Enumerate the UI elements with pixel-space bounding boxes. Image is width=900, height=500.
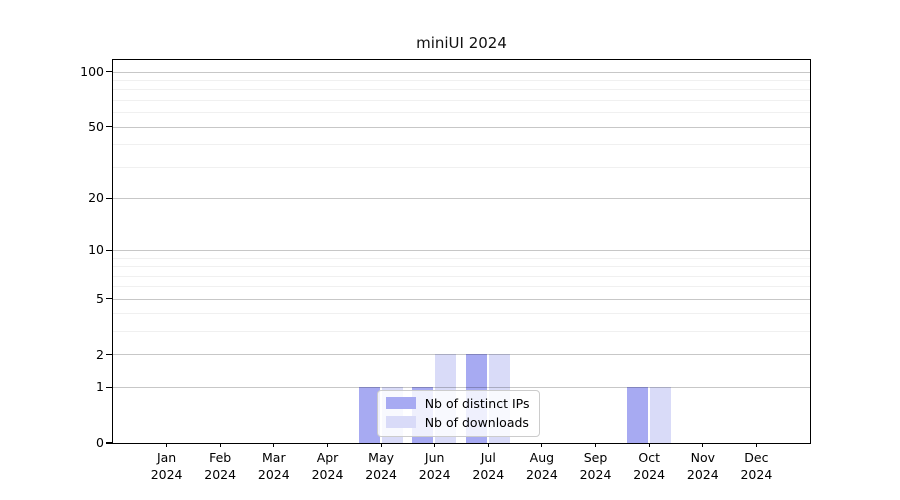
x-tick-mark-jun — [434, 443, 436, 447]
legend-swatch-distinct-ips — [385, 397, 416, 410]
gridline-9 — [112, 257, 810, 259]
gridline-100 — [112, 71, 810, 73]
x-tick-label-nov: Nov 2024 — [686, 450, 719, 482]
x-tick-label-jan: Jan 2024 — [150, 450, 183, 482]
y-tick-mark-50 — [106, 126, 112, 128]
x-tick-mark-sep — [594, 443, 597, 447]
y-tick-label-1: 1 — [96, 379, 104, 395]
gridline-30 — [112, 166, 810, 168]
legend-swatch-downloads — [385, 416, 416, 429]
gridline-4 — [112, 313, 810, 315]
chart-title: miniUI 2024 — [416, 34, 507, 52]
legend-entry-distinct-ips: Nb of distinct IPs — [385, 395, 530, 411]
x-tick-label-sep: Sep 2024 — [579, 450, 612, 482]
x-tick-mark-feb — [219, 443, 221, 447]
x-tick-label-feb: Feb 2024 — [204, 450, 237, 482]
y-tick-mark-20 — [106, 197, 112, 199]
x-tick-label-aug: Aug 2024 — [525, 450, 558, 482]
legend-label-downloads: Nb of downloads — [424, 414, 529, 430]
gridline-20 — [112, 197, 810, 199]
x-tick-mark-oct — [648, 443, 650, 447]
bar-distinct-ips-may — [358, 386, 380, 443]
x-tick-mark-dec — [755, 443, 757, 447]
gridline-5 — [112, 298, 810, 300]
x-tick-mark-jan — [166, 443, 168, 447]
y-tick-mark-100 — [106, 71, 112, 73]
x-tick-label-mar: Mar 2024 — [257, 450, 290, 482]
gridline-8 — [112, 266, 810, 267]
x-tick-mark-mar — [273, 443, 275, 447]
x-tick-mark-may — [380, 443, 382, 447]
x-tick-label-apr: Apr 2024 — [311, 450, 344, 482]
x-tick-mark-jul — [487, 443, 489, 447]
x-tick-label-jun: Jun 2024 — [418, 450, 451, 482]
gridline-50 — [112, 126, 810, 128]
gridline-1 — [112, 387, 810, 388]
x-tick-mark-apr — [326, 443, 329, 447]
gridline-80 — [112, 89, 810, 91]
gridline-10 — [112, 249, 810, 251]
x-tick-mark-aug — [541, 443, 543, 447]
y-tick-label-100: 100 — [80, 63, 104, 79]
y-tick-mark-5 — [106, 298, 112, 300]
gridline-7 — [112, 275, 810, 277]
x-tick-label-jul: Jul 2024 — [472, 450, 505, 482]
bar-downloads-oct — [649, 386, 671, 443]
x-tick-mark-nov — [702, 443, 704, 447]
gridline-2 — [112, 354, 810, 356]
x-tick-label-oct: Oct 2024 — [633, 450, 666, 482]
gridline-70 — [112, 99, 810, 101]
y-tick-mark-10 — [106, 249, 112, 251]
bar-distinct-ips-oct — [626, 386, 648, 443]
y-tick-label-10: 10 — [88, 242, 104, 258]
gridline-3 — [112, 331, 810, 333]
y-tick-label-2: 2 — [96, 346, 104, 362]
gridline-6 — [112, 286, 810, 288]
y-tick-label-5: 5 — [96, 290, 104, 306]
y-tick-label-20: 20 — [88, 190, 104, 206]
legend-entry-downloads: Nb of downloads — [385, 414, 530, 430]
y-tick-mark-2 — [106, 354, 112, 356]
plot-area: Nb of distinct IPs Nb of downloads — [111, 58, 811, 444]
gridline-40 — [112, 144, 810, 145]
legend: Nb of distinct IPs Nb of downloads — [376, 389, 541, 437]
y-tick-mark-1 — [106, 386, 112, 388]
y-tick-label-0: 0 — [96, 435, 104, 450]
y-tick-mark-0 — [106, 442, 112, 444]
legend-label-distinct-ips: Nb of distinct IPs — [424, 395, 530, 411]
gridline-60 — [112, 112, 810, 114]
x-tick-label-may: May 2024 — [365, 450, 397, 482]
x-tick-label-dec: Dec 2024 — [740, 450, 773, 482]
y-tick-label-50: 50 — [88, 118, 104, 134]
gridline-90 — [112, 79, 810, 81]
